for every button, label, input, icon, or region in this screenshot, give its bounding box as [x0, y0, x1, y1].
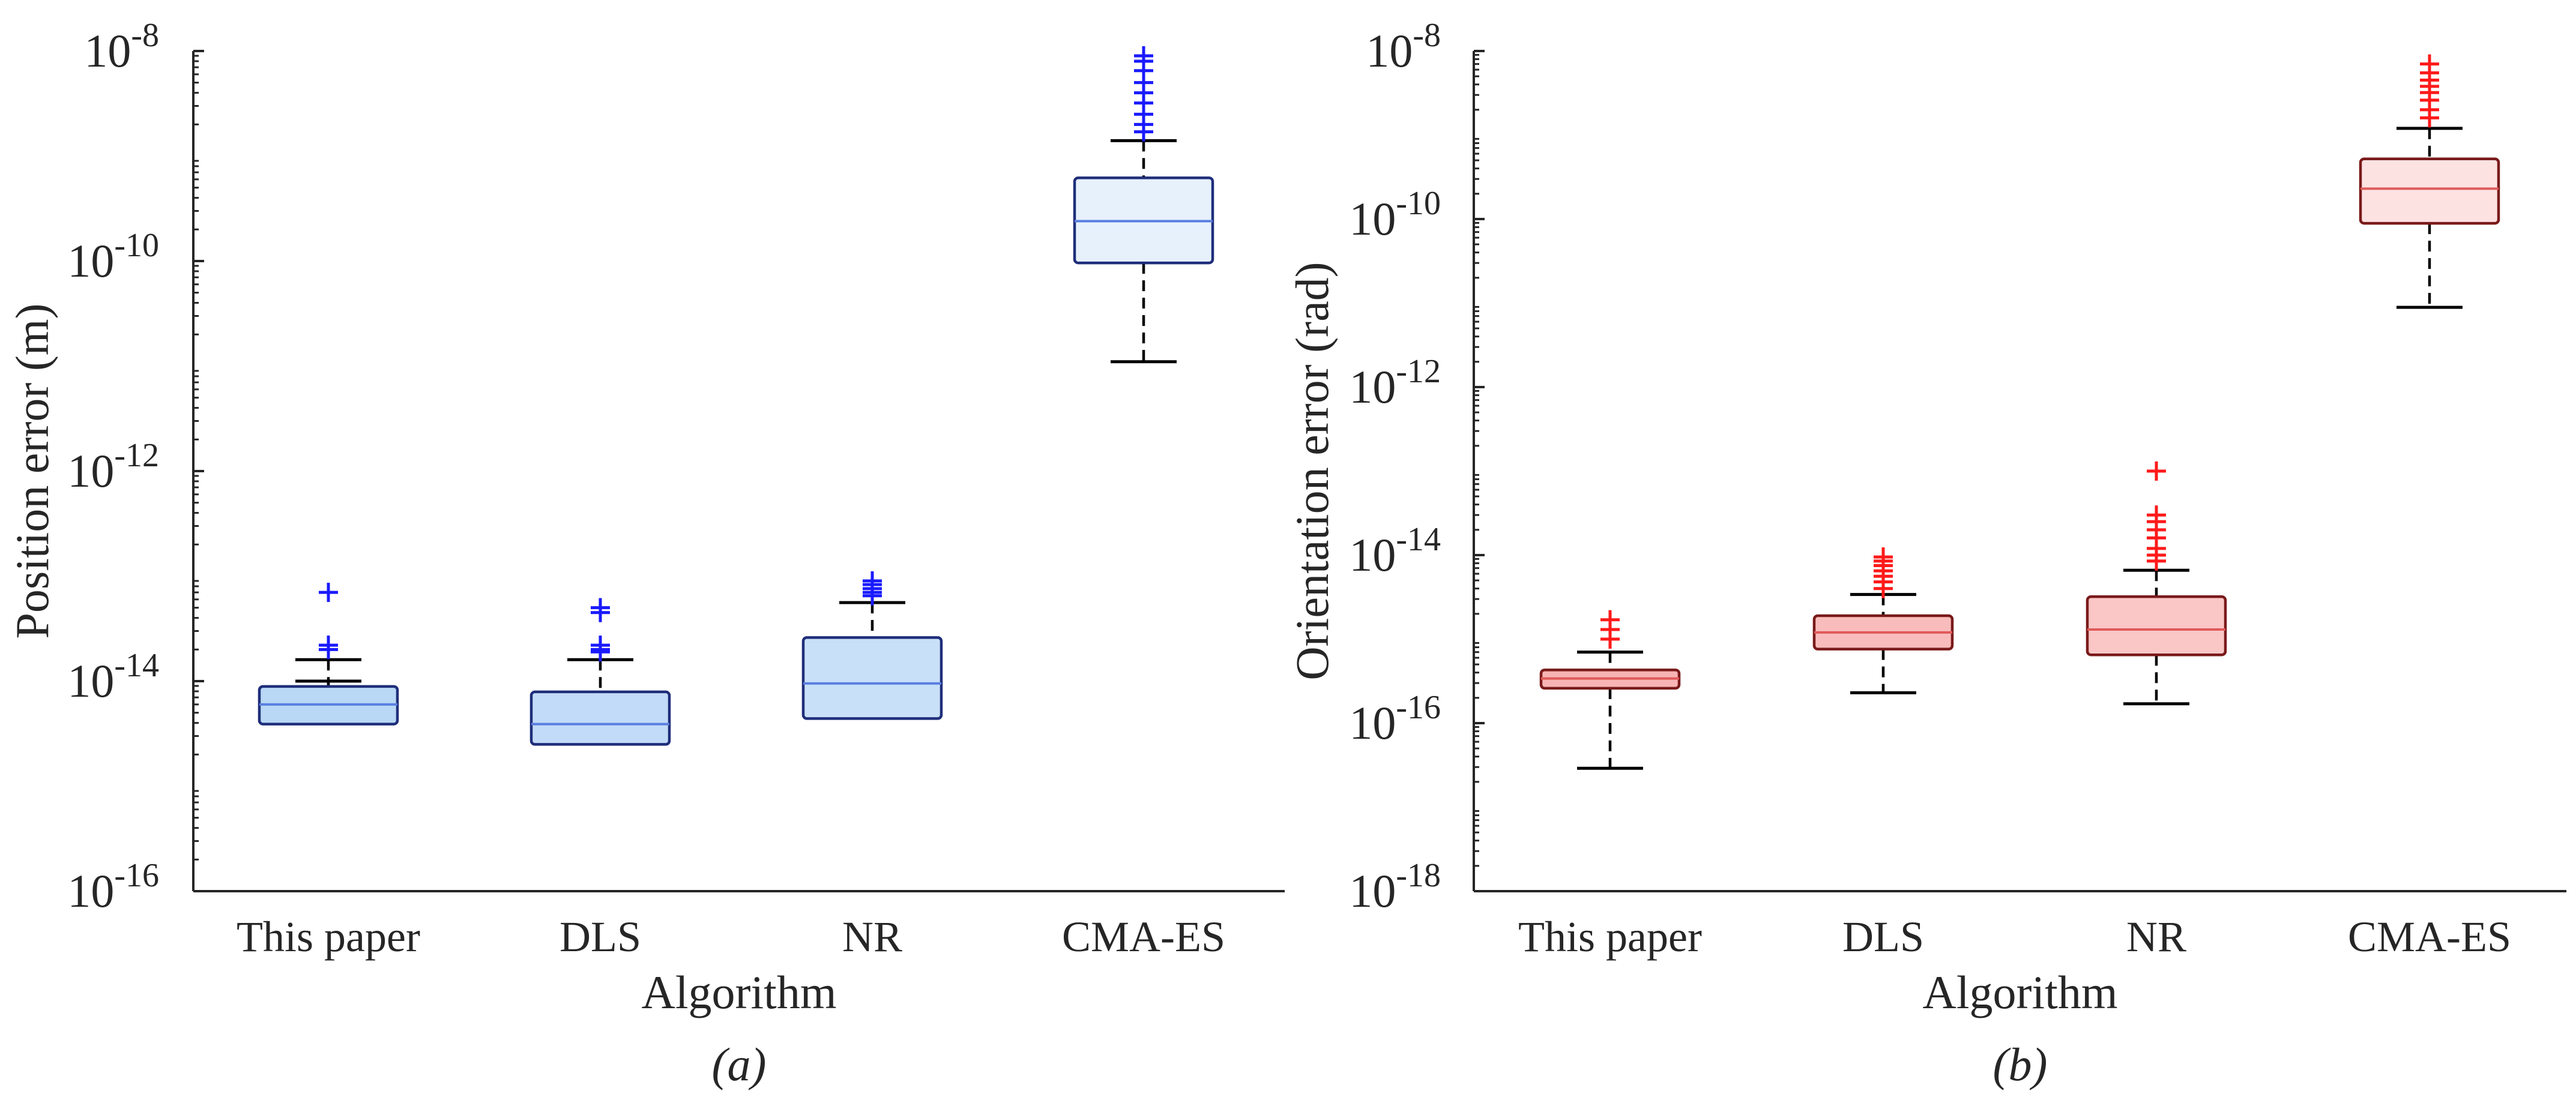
- outlier-marker: [591, 636, 610, 655]
- y-tick-label: 10-14: [1349, 521, 1441, 581]
- panel-b-orientation-error: 10-8 10-10 10-12 10-14 10-16 10-18 This …: [1286, 17, 2566, 1090]
- x-tick-label: DLS: [560, 913, 641, 961]
- outlier-marker: [319, 636, 338, 655]
- box-cma-es: [2359, 54, 2500, 309]
- x-tick-label: This paper: [1518, 913, 1702, 961]
- box-cma-es: [1073, 46, 1214, 364]
- x-axis-label: Algorithm: [1923, 966, 2118, 1018]
- outlier-marker: [863, 571, 882, 591]
- y-major-ticks: [1474, 50, 1485, 892]
- box-nr: [801, 571, 943, 720]
- box-plots: [258, 46, 1214, 746]
- outlier-marker: [1134, 46, 1153, 66]
- outlier-marker: [2147, 505, 2166, 525]
- y-tick-labels: 10-8 10-10 10-12 10-14 10-16: [67, 17, 159, 917]
- box-this-paper: [258, 583, 399, 726]
- y-tick-label: 10-16: [67, 857, 159, 917]
- box-plots: [1539, 54, 2500, 770]
- outlier-marker: [591, 598, 610, 618]
- panel-a-position-error: 10-8 10-10 10-12 10-14 10-16 This paper …: [6, 17, 1285, 1090]
- box-this-paper: [1539, 610, 1681, 770]
- x-tick-labels: This paper DLS NR CMA-ES: [237, 913, 1225, 961]
- y-axis-label: Position error (m): [6, 304, 58, 639]
- y-tick-label: 10-10: [1349, 185, 1441, 245]
- y-tick-label: 10-14: [67, 647, 159, 707]
- outlier-marker: [1600, 610, 1620, 630]
- y-tick-labels: 10-8 10-10 10-12 10-14 10-16 10-18: [1349, 17, 1441, 917]
- panel-label: (b): [1993, 1038, 2048, 1090]
- y-tick-label: 10-10: [67, 227, 159, 287]
- box-dls: [1812, 547, 1954, 694]
- y-tick-label: 10-12: [1349, 353, 1441, 413]
- x-axis-label: Algorithm: [642, 966, 837, 1018]
- outlier-marker: [319, 583, 338, 603]
- outlier-marker: [1874, 547, 1893, 567]
- x-tick-label: DLS: [1842, 913, 1924, 961]
- x-tick-label: CMA-ES: [2348, 913, 2511, 961]
- iqr-box: [2086, 595, 2227, 657]
- x-tick-labels: This paper DLS NR CMA-ES: [1518, 913, 2511, 961]
- box-dls: [529, 598, 671, 746]
- y-tick-label: 10-18: [1349, 857, 1441, 917]
- outlier-marker: [2420, 54, 2439, 74]
- y-tick-label: 10-8: [84, 17, 159, 77]
- y-tick-label: 10-8: [1366, 17, 1441, 77]
- iqr-box: [801, 636, 943, 720]
- panel-label: (a): [712, 1038, 767, 1090]
- y-major-ticks: [193, 50, 204, 892]
- outlier-marker: [2147, 461, 2166, 481]
- iqr-box: [2359, 157, 2500, 225]
- x-tick-label: CMA-ES: [1062, 913, 1225, 961]
- y-tick-label: 10-16: [1349, 689, 1441, 749]
- y-axis-label: Orientation error (rad): [1286, 262, 1338, 680]
- y-tick-label: 10-12: [67, 437, 159, 497]
- box-nr: [2086, 461, 2227, 706]
- x-tick-label: NR: [842, 913, 902, 961]
- iqr-box: [529, 690, 671, 746]
- x-tick-label: NR: [2126, 913, 2186, 961]
- x-tick-label: This paper: [237, 913, 420, 961]
